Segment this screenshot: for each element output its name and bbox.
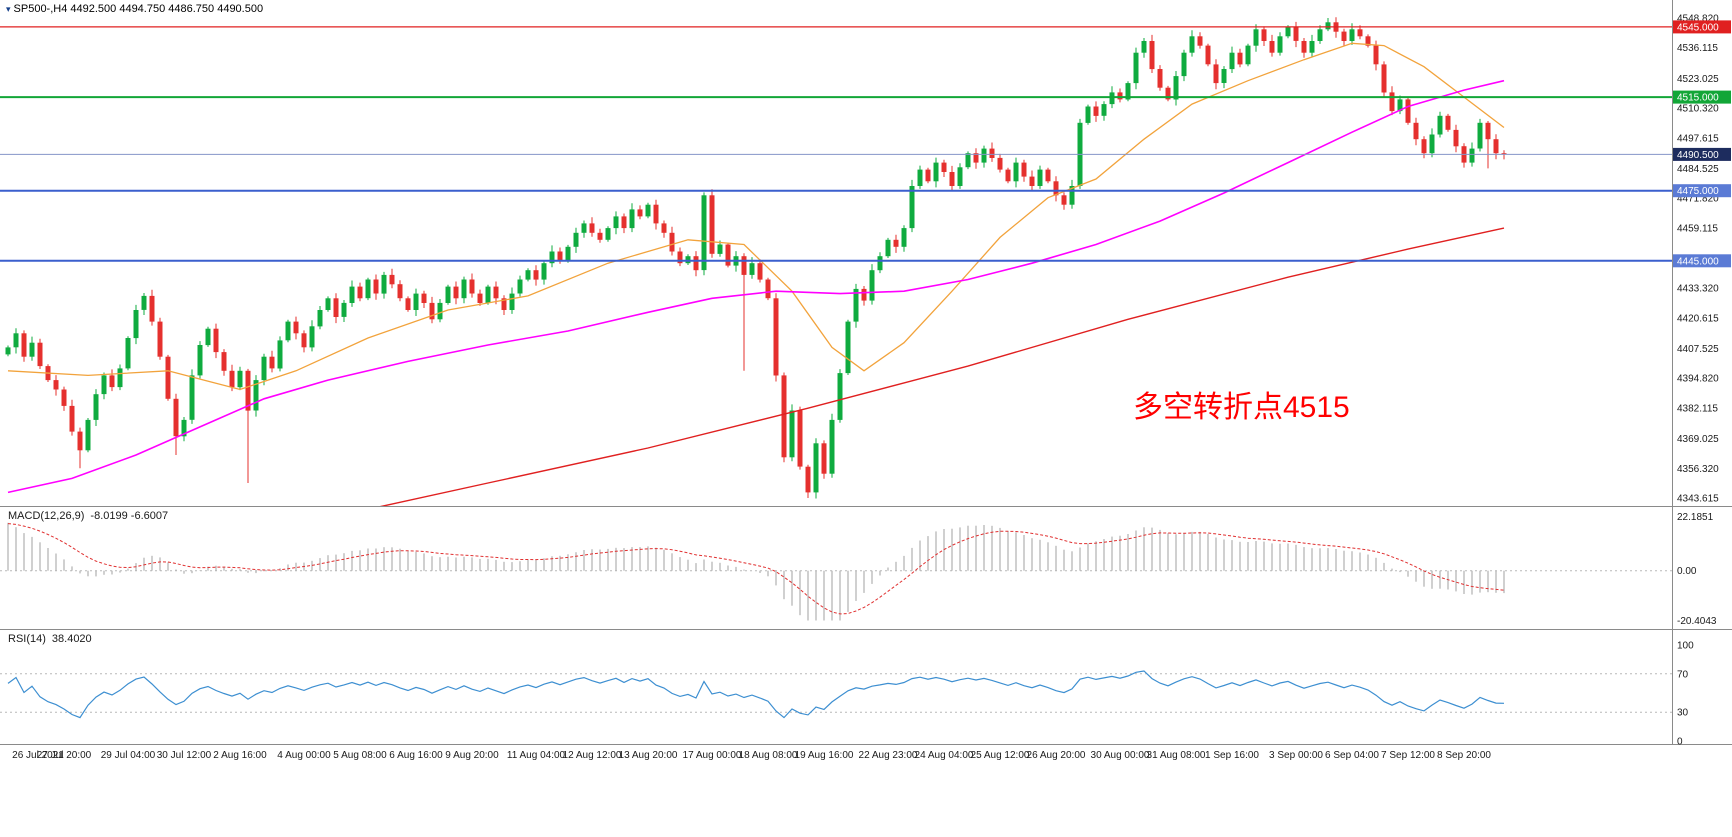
rsi-axis-label: 100 [1677, 641, 1694, 652]
rsi-axis-label: 30 [1677, 708, 1689, 719]
macd-axis-label: 22.1851 [1677, 512, 1714, 523]
date-axis-label: 24 Aug 04:00 [915, 750, 974, 761]
date-axis-label: 26 Aug 20:00 [1027, 750, 1086, 761]
price-badge-label: 4475.000 [1677, 186, 1719, 197]
date-axis-label: 12 Aug 12:00 [563, 750, 622, 761]
price-axis[interactable]: 4548.820 4536.115 4523.025 4510.320 4497.615… [1673, 14, 1731, 748]
date-axis-label: 22 Aug 23:00 [859, 750, 918, 761]
rsi-name: RSI(14) [8, 633, 46, 645]
price-axis-label: 4343.615 [1677, 494, 1719, 505]
macd-signal-line [7, 523, 1505, 615]
date-axis-label: 30 Jul 12:00 [157, 750, 212, 761]
price-axis-label: 4459.115 [1677, 223, 1718, 234]
candlestick-layer [5, 17, 1507, 499]
date-axis-label: 6 Sep 04:00 [1325, 750, 1379, 761]
rsi-value: 38.4020 [51, 633, 92, 645]
date-axis-label: 27 Jul 20:00 [37, 750, 92, 761]
ma-fast-orange [7, 42, 1505, 391]
price-axis-label: 4510.320 [1677, 104, 1719, 115]
date-axis-label: 29 Jul 04:00 [101, 750, 156, 761]
horizontal-lines-layer[interactable] [0, 26, 1672, 262]
date-axis-label: 9 Aug 20:00 [445, 750, 499, 761]
macd-name: MACD(12,26,9) [8, 510, 85, 522]
price-axis-label: 4548.820 [1677, 14, 1719, 25]
chart-annotation-text[interactable]: 多空转折点4515 [1133, 391, 1350, 424]
price-badge [1673, 147, 1731, 161]
price-axis-label: 4369.025 [1677, 434, 1719, 445]
rsi-axis-label: 70 [1677, 669, 1689, 680]
date-axis-label: 1 Sep 16:00 [1205, 750, 1259, 761]
price-axis-label: 4394.820 [1677, 374, 1719, 385]
date-axis-label: 31 Aug 08:00 [1147, 750, 1206, 761]
rsi-label: RSI(14) 38.4020 [8, 633, 92, 645]
price-axis-label: 4382.115 [1677, 403, 1718, 414]
main-price-panel[interactable] [0, 17, 1672, 588]
rsi-line [7, 670, 1505, 719]
price-badge-label: 4445.000 [1677, 256, 1719, 267]
price-axis-label: 4497.615 [1677, 133, 1719, 144]
price-badge-label: 4490.500 [1677, 150, 1719, 161]
rsi-axis-label: 0 [1677, 737, 1683, 748]
macd-histogram [7, 522, 1505, 621]
date-axis-label: 7 Sep 12:00 [1381, 750, 1435, 761]
price-axis-label: 4536.115 [1677, 43, 1718, 54]
price-axis-label: 4420.615 [1677, 313, 1719, 324]
rsi-panel[interactable] [0, 670, 1672, 719]
panel-frame [0, 0, 1732, 745]
price-axis-label: 4407.525 [1677, 344, 1719, 355]
price-badge [1673, 254, 1731, 268]
date-axis-label: 26 Jul 2021 [12, 750, 64, 761]
macd-axis-label: -20.4043 [1677, 616, 1717, 627]
price-axis-label: 4433.320 [1677, 284, 1719, 295]
date-axis-label: 3 Sep 00:00 [1269, 750, 1323, 761]
price-badge [1673, 20, 1731, 34]
price-badge-label: 4515.000 [1677, 93, 1719, 104]
price-badge-label: 4545.000 [1677, 22, 1719, 33]
chart-title-text: SP500-,H4 4492.500 4494.750 4486.750 449… [13, 3, 264, 15]
price-axis-label: 4471.820 [1677, 194, 1719, 205]
chart-title: ▾ SP500-,H4 4492.500 4494.750 4486.750 44… [6, 3, 263, 15]
date-axis-label: 8 Sep 20:00 [1437, 750, 1491, 761]
price-axis-label: 4523.025 [1677, 74, 1719, 85]
macd-axis-label: 0.00 [1677, 566, 1697, 577]
macd-panel[interactable] [0, 522, 1672, 621]
ma-slow-red [379, 227, 1505, 506]
price-badge [1673, 90, 1731, 104]
date-axis-label: 19 Aug 16:00 [795, 750, 854, 761]
macd-label: MACD(12,26,9) -8.0199 -6.6007 [8, 510, 168, 522]
date-axis-label: 4 Aug 00:00 [277, 750, 331, 761]
macd-values: -8.0199 -6.6007 [90, 510, 169, 522]
price-axis-label: 4356.320 [1677, 464, 1719, 475]
date-axis-label: 13 Aug 20:00 [619, 750, 678, 761]
symbol-icon: ▾ [6, 4, 11, 14]
date-axis-label: 17 Aug 00:00 [683, 750, 742, 761]
date-axis-label: 18 Aug 08:00 [739, 750, 798, 761]
price-axis-label: 4484.525 [1677, 164, 1719, 175]
date-axis-label: 6 Aug 16:00 [389, 750, 443, 761]
price-badge [1673, 184, 1731, 198]
date-axis-label: 30 Aug 00:00 [1091, 750, 1150, 761]
date-axis-label: 11 Aug 04:00 [507, 750, 566, 761]
chart-canvas[interactable]: 4548.820 4536.115 4523.025 4510.320 4497.615… [0, 0, 1732, 770]
ma-mid-magenta [7, 79, 1505, 494]
date-axis-label: 5 Aug 08:00 [333, 750, 387, 761]
date-axis-label: 2 Aug 16:00 [213, 750, 267, 761]
date-axis-label: 25 Aug 12:00 [971, 750, 1030, 761]
